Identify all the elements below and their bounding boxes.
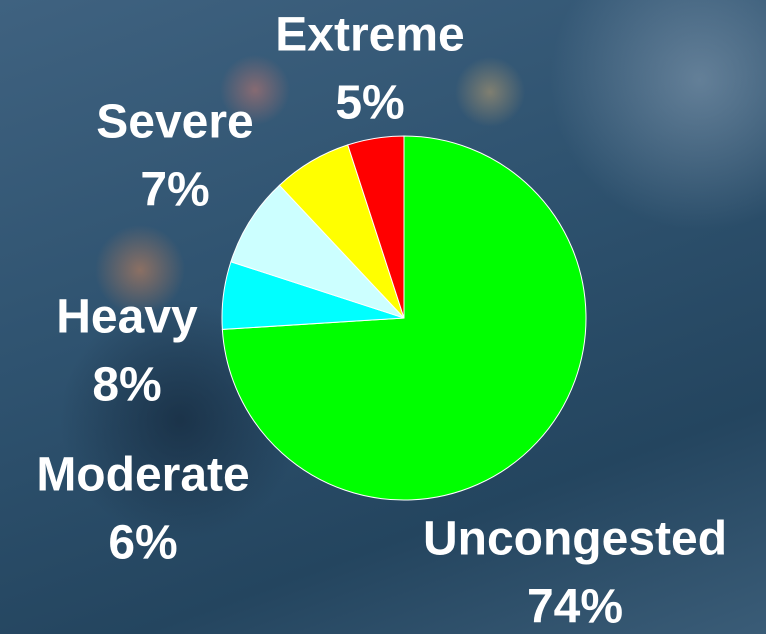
- value-label: 6%: [108, 517, 177, 570]
- slice-label: Severe: [96, 96, 253, 149]
- slice-label: Extreme: [275, 9, 464, 62]
- pie-slice: [347, 135, 405, 319]
- value-label: 7%: [140, 164, 209, 217]
- slice-label: Heavy: [56, 291, 198, 344]
- value-label: 8%: [92, 359, 161, 412]
- value-label: 74%: [527, 581, 623, 634]
- pie-slice: [230, 184, 405, 319]
- slice-label: Uncongested: [423, 513, 727, 566]
- value-label: 5%: [335, 77, 404, 130]
- slice-label: Moderate: [36, 449, 249, 502]
